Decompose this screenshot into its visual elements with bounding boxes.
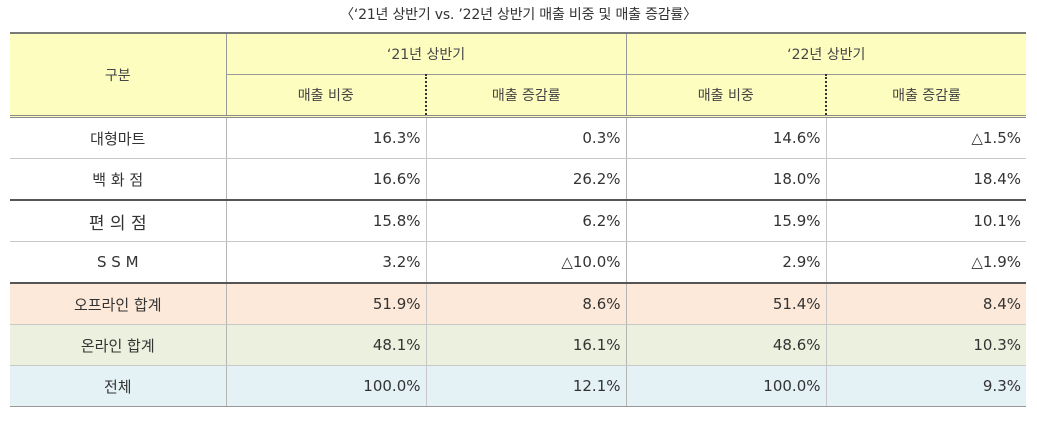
row-label: S S M xyxy=(10,241,227,284)
growth-2022-header: 매출 증감률 xyxy=(826,74,1026,117)
growth-2021-cell: 8.6% xyxy=(426,283,627,325)
period-2022-header: ‘22년 상반기 xyxy=(626,32,1026,75)
growth-2022-cell: 8.4% xyxy=(826,283,1026,325)
growth-2021-cell: △10.0% xyxy=(426,241,627,284)
row-label: 오프라인 합계 xyxy=(10,283,227,325)
share-2022-cell: 2.9% xyxy=(626,241,827,284)
share-2021-cell: 16.3% xyxy=(226,115,427,159)
table-title: 〈‘21년 상반기 vs. ’22년 상반기 매출 비중 및 매출 증감률〉 xyxy=(340,7,697,23)
growth-2022-cell: 10.1% xyxy=(826,200,1026,242)
share-2021-cell: 15.8% xyxy=(226,200,427,242)
header-row-sub: 매출 비중 매출 증감률 매출 비중 매출 증감률 xyxy=(10,74,1026,117)
growth-2022-cell: △1.5% xyxy=(826,115,1026,159)
sales-table: 구분 ‘21년 상반기 ‘22년 상반기 매출 비중 매출 증감률 매출 비중 … xyxy=(10,32,1026,407)
share-2022-cell: 18.0% xyxy=(626,158,827,201)
share-2022-cell: 15.9% xyxy=(626,200,827,242)
share-2021-cell: 3.2% xyxy=(226,241,427,284)
growth-2021-cell: 0.3% xyxy=(426,115,627,159)
table-row: S S M 3.2% △10.0% 2.9% △1.9% xyxy=(10,241,1026,284)
grand-total-row: 전체 100.0% 12.1% 100.0% 9.3% xyxy=(10,365,1026,407)
growth-2022-cell: 18.4% xyxy=(826,158,1026,201)
row-label: 백 화 점 xyxy=(10,158,227,201)
growth-2022-cell: △1.9% xyxy=(826,241,1026,284)
growth-2021-cell: 6.2% xyxy=(426,200,627,242)
category-header: 구분 xyxy=(10,32,227,117)
growth-2021-cell: 12.1% xyxy=(426,365,627,407)
share-2022-header: 매출 비중 xyxy=(626,74,827,117)
share-2021-cell: 100.0% xyxy=(226,365,427,407)
share-2021-header: 매출 비중 xyxy=(226,74,427,117)
row-label: 전체 xyxy=(10,365,227,407)
row-label: 편 의 점 xyxy=(10,200,227,242)
offline-total-row: 오프라인 합계 51.9% 8.6% 51.4% 8.4% xyxy=(10,283,1026,325)
share-2022-cell: 48.6% xyxy=(626,324,827,366)
growth-2021-cell: 26.2% xyxy=(426,158,627,201)
growth-2021-header: 매출 증감률 xyxy=(426,74,627,117)
share-2022-cell: 100.0% xyxy=(626,365,827,407)
growth-2022-cell: 9.3% xyxy=(826,365,1026,407)
table-row: 대형마트 16.3% 0.3% 14.6% △1.5% xyxy=(10,115,1026,159)
growth-2022-cell: 10.3% xyxy=(826,324,1026,366)
table-row: 편 의 점 15.8% 6.2% 15.9% 10.1% xyxy=(10,200,1026,242)
share-2021-cell: 51.9% xyxy=(226,283,427,325)
row-label: 대형마트 xyxy=(10,115,227,159)
share-2021-cell: 48.1% xyxy=(226,324,427,366)
row-label: 온라인 합계 xyxy=(10,324,227,366)
growth-2021-cell: 16.1% xyxy=(426,324,627,366)
header-row-top: 구분 ‘21년 상반기 ‘22년 상반기 xyxy=(10,32,1026,117)
share-2021-cell: 16.6% xyxy=(226,158,427,201)
online-total-row: 온라인 합계 48.1% 16.1% 48.6% 10.3% xyxy=(10,324,1026,366)
table-row: 백 화 점 16.6% 26.2% 18.0% 18.4% xyxy=(10,158,1026,201)
period-2021-header: ‘21년 상반기 xyxy=(226,32,627,75)
share-2022-cell: 51.4% xyxy=(626,283,827,325)
share-2022-cell: 14.6% xyxy=(626,115,827,159)
